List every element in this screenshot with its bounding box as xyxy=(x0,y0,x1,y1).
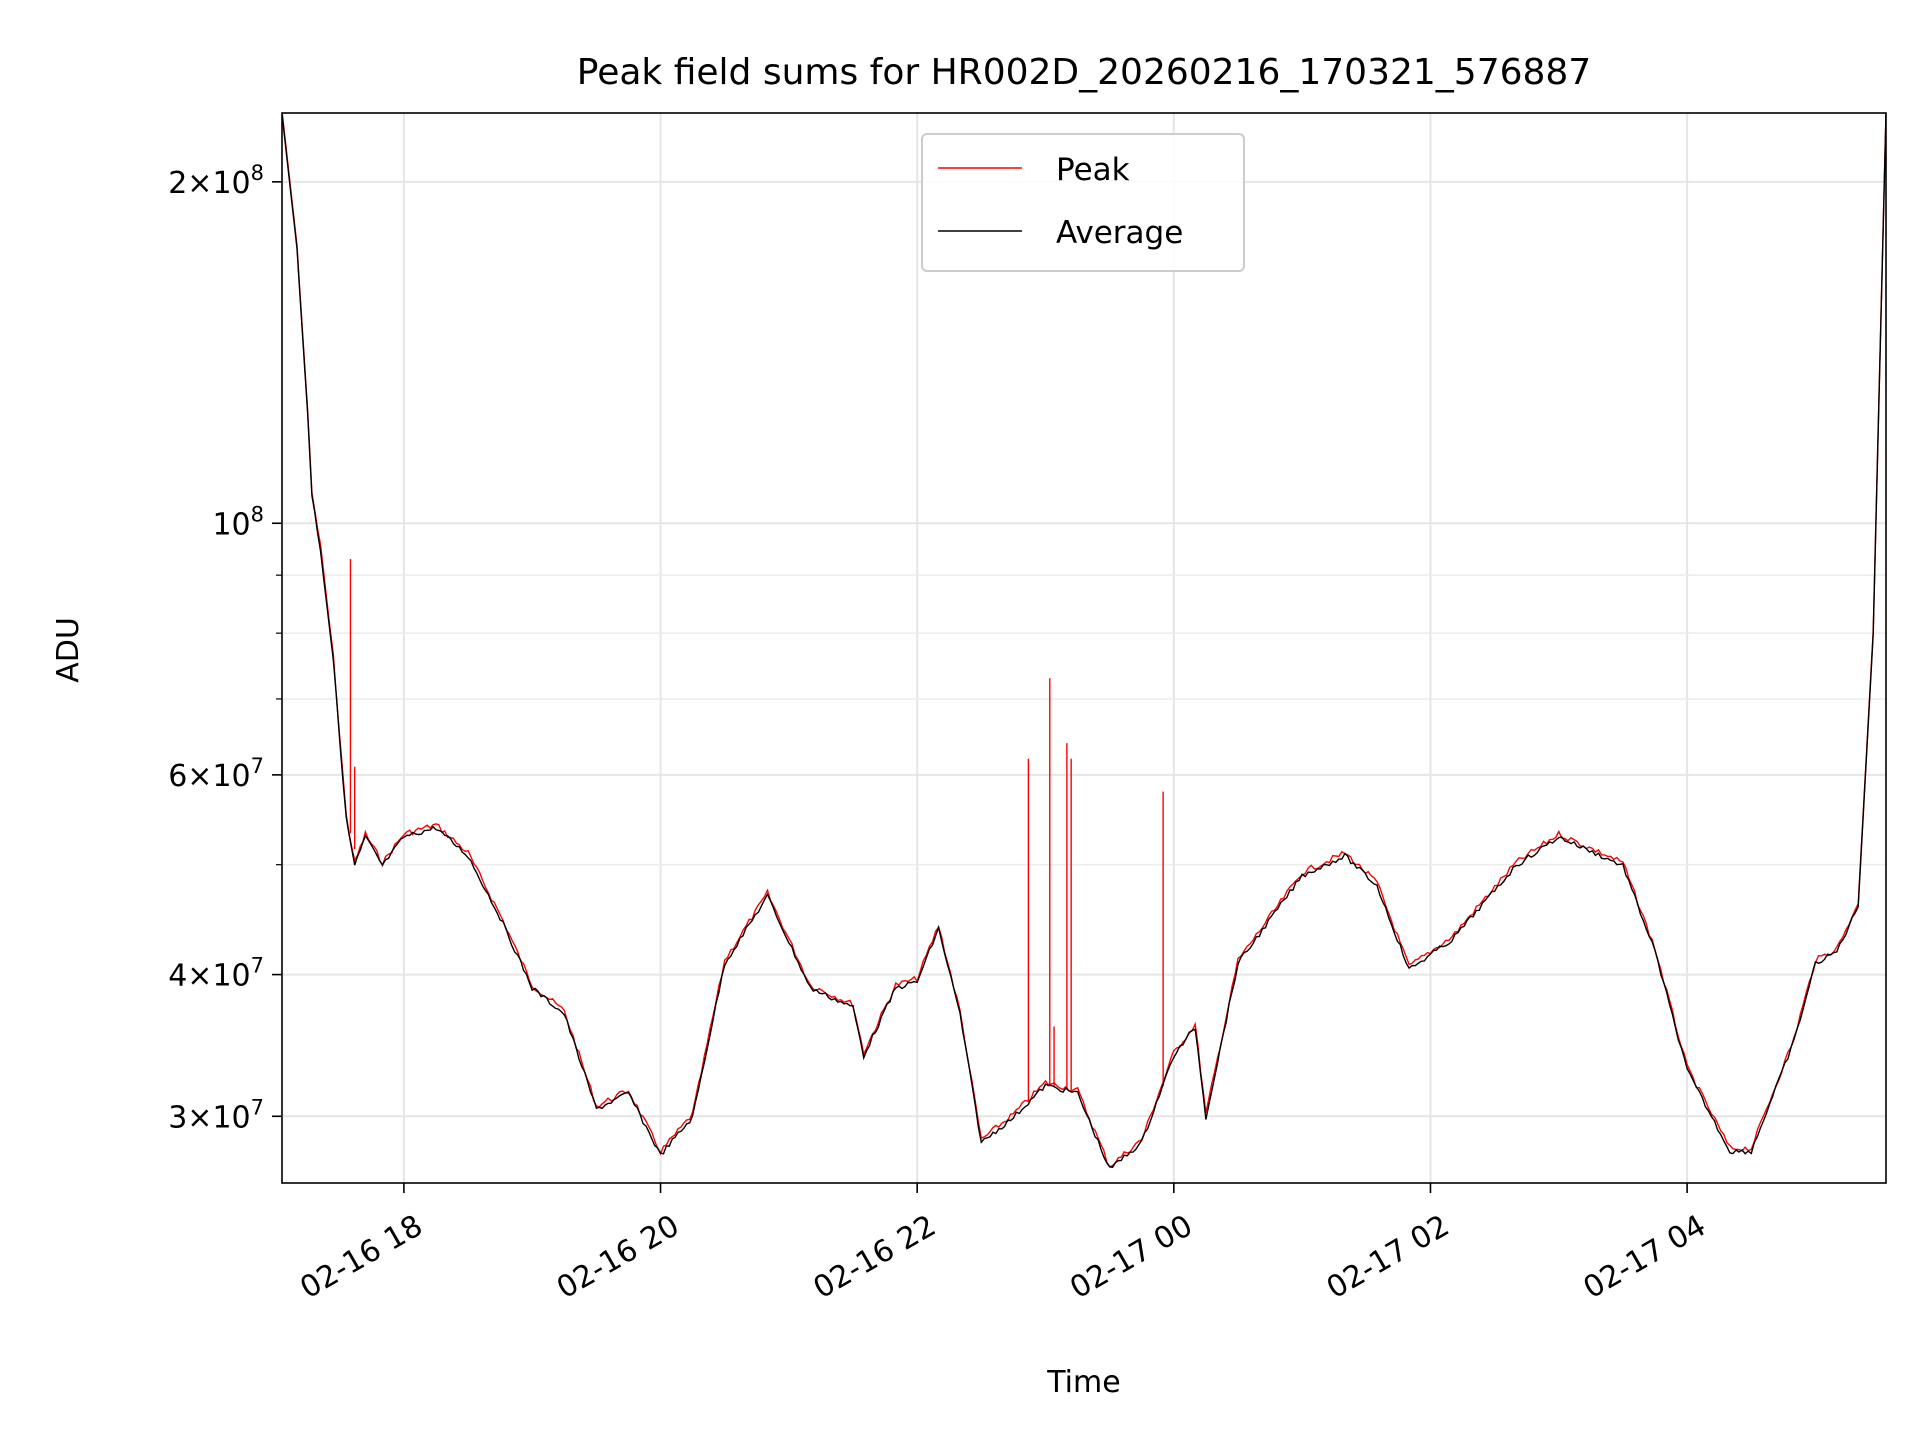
grid xyxy=(282,113,1886,1183)
series-average-line xyxy=(282,113,1886,1169)
y-axis-label: ADU xyxy=(51,617,86,683)
legend-average-label: Average xyxy=(1056,215,1183,251)
series-layer xyxy=(282,113,1886,1169)
legend-peak-label: Peak xyxy=(1056,152,1130,188)
y-tick-label: 4×107 xyxy=(168,954,264,994)
y-tick-label: 6×107 xyxy=(168,754,264,794)
legend: Peak Average xyxy=(921,133,1245,272)
x-axis-label: Time xyxy=(1046,1365,1120,1400)
plot-frame xyxy=(281,112,1887,1184)
y-tick-label: 3×107 xyxy=(168,1095,264,1135)
y-tick-label: 2×108 xyxy=(168,161,264,201)
chart-title: Peak field sums for HR002D_20260216_1703… xyxy=(577,52,1591,93)
